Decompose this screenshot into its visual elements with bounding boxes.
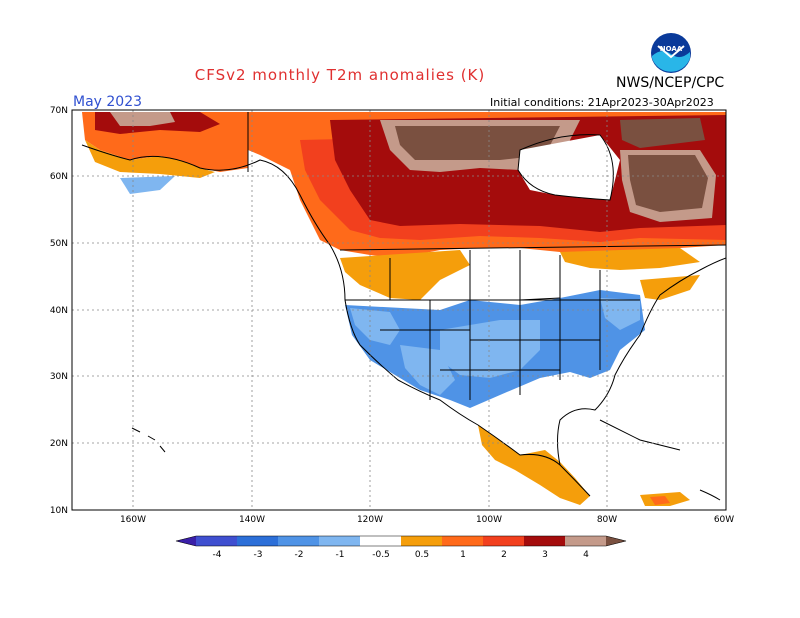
colorbar-swatch-3 xyxy=(278,536,319,546)
colorbar-swatch-11 xyxy=(606,536,626,546)
colorbar-swatch-9 xyxy=(524,536,565,546)
noaa-logo-icon: NOAA xyxy=(651,33,691,73)
organization-label: NWS/NCEP/CPC xyxy=(616,75,725,91)
colorbar-label-5: 0.5 xyxy=(415,550,429,560)
map-title: CFSv2 monthly T2m anomalies (K) xyxy=(194,66,486,84)
colorbar-swatch-5 xyxy=(360,536,401,546)
graticule xyxy=(72,110,726,510)
colorbar-swatch-0 xyxy=(176,536,196,546)
lat-label-40n: 40N xyxy=(50,306,68,316)
lat-label-20n: 20N xyxy=(50,439,68,449)
lon-label-60w: 60W xyxy=(714,515,734,525)
anomaly-shading xyxy=(82,112,726,506)
colorbar-label-7: 2 xyxy=(501,550,507,560)
colorbar-label-4: -0.5 xyxy=(372,550,390,560)
coastlines-and-borders xyxy=(81,112,726,501)
lat-label-50n: 50N xyxy=(50,239,68,249)
logo-text: NOAA xyxy=(660,45,683,53)
colorbar-label-3: -1 xyxy=(336,550,345,560)
map-frame xyxy=(71,109,727,511)
colorbar-label-6: 1 xyxy=(460,550,466,560)
colorbar-label-8: 3 xyxy=(542,550,548,560)
colorbar-swatch-7 xyxy=(442,536,483,546)
lon-label-120w: 120W xyxy=(357,515,383,525)
colorbar-swatch-1 xyxy=(196,536,237,546)
colorbar-swatch-2 xyxy=(237,536,278,546)
lat-label-30n: 30N xyxy=(50,372,68,382)
lon-label-140w: 140W xyxy=(239,515,265,525)
lat-label-60n: 60N xyxy=(50,172,68,182)
lon-label-100w: 100W xyxy=(476,515,502,525)
lat-label-70n: 70N xyxy=(50,106,68,116)
colorbar-label-2: -2 xyxy=(295,550,304,560)
lon-label-80w: 80W xyxy=(597,515,617,525)
colorbar-swatch-10 xyxy=(565,536,606,546)
colorbar-label-1: -3 xyxy=(254,550,263,560)
colorbar-swatch-8 xyxy=(483,536,524,546)
colorbar-swatch-6 xyxy=(401,536,442,546)
colorbar-swatch-4 xyxy=(319,536,360,546)
lat-label-10n: 10N xyxy=(50,506,68,516)
initial-conditions-label: Initial conditions: 21Apr2023-30Apr2023 xyxy=(490,96,714,109)
colorbar-label-0: -4 xyxy=(213,550,222,560)
colorbar-label-9: 4 xyxy=(583,550,589,560)
colorbar: -4 -3 -2 -1 -0.5 0.5 1 2 3 4 xyxy=(175,535,627,560)
month-label: May 2023 xyxy=(73,94,143,110)
lon-label-160w: 160W xyxy=(120,515,146,525)
